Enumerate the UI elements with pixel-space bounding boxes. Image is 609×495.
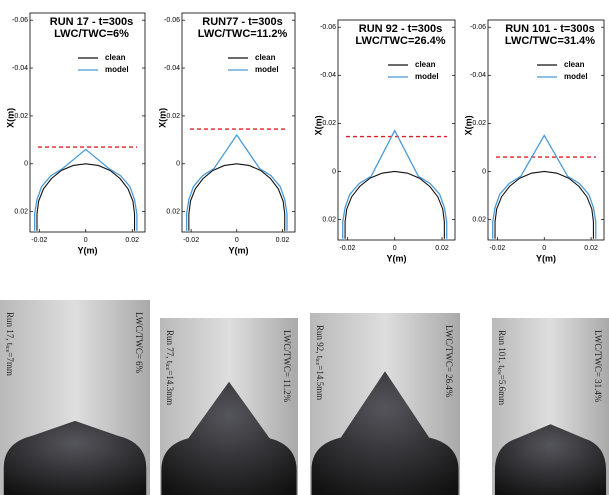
plot-frame <box>337 19 456 241</box>
photo-run-label: Run 77, tice=14.3mm <box>164 330 175 405</box>
ice-shape <box>494 424 607 495</box>
x-tick-label: -0.02 <box>339 245 355 252</box>
chart-title: RUN 101 - t=300s <box>505 23 595 35</box>
series-line <box>188 163 286 231</box>
plot-frame <box>29 12 146 233</box>
x-tick-label: 0.02 <box>435 245 449 252</box>
y-tick-label: -0.06 <box>320 24 336 31</box>
ice-shape <box>311 371 459 495</box>
y-tick-label: -0.06 <box>164 17 180 24</box>
x-tick-label: 0 <box>84 237 88 244</box>
legend-label: clean <box>415 60 436 69</box>
y-tick-label: -0.02 <box>12 113 28 120</box>
y-tick-label: -0.06 <box>470 24 486 31</box>
series-line <box>34 148 138 231</box>
x-axis-label: Y(m) <box>387 253 407 263</box>
run-sub: ice <box>496 368 502 375</box>
y-tick-label: 0 <box>176 161 180 168</box>
legend-label: model <box>415 72 439 81</box>
run-sub: ice <box>314 358 320 365</box>
y-tick-label: 0.02 <box>472 216 486 223</box>
photo-run-label: Run 92, tice=14.5mm <box>314 325 325 400</box>
photo: Run 77, tice=14.3mm LWC/TWC= 11.2% <box>160 318 298 495</box>
chart-subtitle: LWC/TWC=31.4% <box>505 35 595 47</box>
x-tick-label: 0.02 <box>584 245 598 252</box>
run-text: =7mm <box>5 352 15 376</box>
run-text: Run 101, t <box>497 330 507 368</box>
run-text: =14.5mm <box>315 365 325 400</box>
x-tick-label: 0.02 <box>276 237 290 244</box>
y-tick-label: -0.02 <box>164 113 180 120</box>
x-tick-label: -0.02 <box>31 237 47 244</box>
run-text: =14.3mm <box>165 370 175 405</box>
x-axis-label: Y(m) <box>536 253 556 263</box>
x-tick-label: 0.02 <box>125 237 139 244</box>
plot-frame <box>181 12 296 233</box>
y-axis-label: X(m) <box>157 108 167 128</box>
y-tick-label: 0 <box>482 168 486 175</box>
x-tick-label: 0 <box>393 245 397 252</box>
y-tick-label: 0 <box>24 161 28 168</box>
legend-label: clean <box>564 60 585 69</box>
photo-run-label: Run 17, tice=7mm <box>4 312 15 376</box>
series-line <box>494 170 594 239</box>
photo-ratio-label: LWC/TWC= 26.4% <box>444 325 454 398</box>
chart-title: RUN 17 - t=300s <box>50 16 133 28</box>
chart-title: RUN77 - t=300s <box>202 16 282 28</box>
photo-ratio-label: LWC/TWC= 31.4% <box>593 330 603 403</box>
series-line <box>344 170 445 239</box>
y-axis-label: X(m) <box>5 108 15 128</box>
x-axis-label: Y(m) <box>78 245 98 255</box>
y-tick-label: -0.06 <box>12 17 28 24</box>
run-text: =5.6mm <box>497 375 507 405</box>
series-line <box>342 129 448 239</box>
photo: Run 92, tice=14.5mm LWC/TWC= 26.4% <box>310 313 460 495</box>
photo-run-label: Run 101, tice=5.6mm <box>496 330 507 405</box>
run-text: Run 77, t <box>165 330 175 364</box>
y-tick-label: -0.04 <box>12 65 28 72</box>
chart-title: RUN 92 - t=300s <box>359 23 442 35</box>
y-axis-label: X(m) <box>463 115 473 135</box>
legend-label: clean <box>255 53 276 62</box>
y-tick-label: 0 <box>332 168 336 175</box>
chart-subtitle: LWC/TWC=6% <box>54 28 129 40</box>
photo-ratio-label: LWC/TWC= 6% <box>134 312 144 374</box>
run-sub: ice <box>164 363 170 370</box>
series-line <box>492 134 597 239</box>
photo: Run 17, tice=7mm LWC/TWC= 6% <box>0 300 150 495</box>
run-text: Run 92, t <box>315 325 325 359</box>
photo: Run 101, tice=5.6mm LWC/TWC= 31.4% <box>492 318 609 495</box>
run-sub: ice <box>4 345 10 352</box>
ice-shape <box>161 381 297 495</box>
y-tick-label: 0.02 <box>322 216 336 223</box>
x-tick-label: -0.02 <box>489 245 505 252</box>
x-axis-label: Y(m) <box>229 245 249 255</box>
y-tick-label: 0.02 <box>166 208 180 215</box>
y-tick-label: -0.02 <box>320 120 336 127</box>
legend-label: model <box>564 72 588 81</box>
y-axis-label: X(m) <box>313 115 323 135</box>
chart-subtitle: LWC/TWC=11.2% <box>198 28 288 40</box>
legend-label: model <box>255 65 279 74</box>
x-tick-label: 0 <box>542 245 546 252</box>
series-line <box>36 163 136 231</box>
run-text: Run 17, t <box>5 312 15 346</box>
x-tick-label: 0 <box>235 237 239 244</box>
y-tick-label: -0.02 <box>470 120 486 127</box>
legend-label: model <box>105 65 129 74</box>
plot-frame <box>487 19 605 241</box>
y-tick-label: -0.04 <box>470 72 486 79</box>
y-tick-label: -0.04 <box>164 65 180 72</box>
photo-ratio-label: LWC/TWC= 11.2% <box>282 330 292 403</box>
y-tick-label: -0.04 <box>320 72 336 79</box>
x-tick-label: -0.02 <box>183 237 199 244</box>
legend-label: clean <box>105 53 126 62</box>
series-line <box>185 133 288 231</box>
chart-subtitle: LWC/TWC=26.4% <box>355 35 445 47</box>
ice-shape <box>3 420 147 495</box>
y-tick-label: 0.02 <box>14 208 28 215</box>
